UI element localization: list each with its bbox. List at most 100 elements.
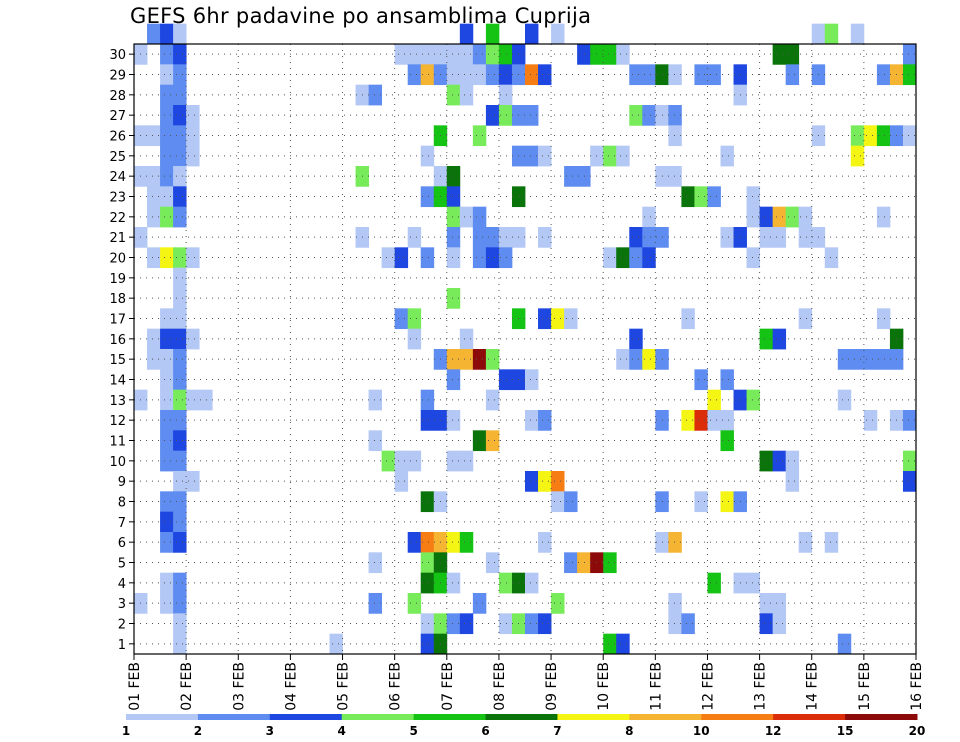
heatmap-cell: [759, 206, 774, 228]
heatmap-cell: [186, 328, 200, 350]
heatmap-cell: [759, 450, 774, 472]
x-tick-label: 09 FEB: [544, 662, 560, 711]
heatmap-cell: [694, 186, 708, 208]
heatmap-cell: [498, 44, 513, 65]
heatmap-cell: [160, 166, 174, 187]
heatmap-cell: [485, 247, 500, 269]
heatmap-cell: [902, 64, 917, 86]
heatmap-cell: [173, 247, 187, 269]
heatmap-cell: [199, 389, 213, 411]
colorbar-label: 4: [338, 724, 346, 738]
heatmap-cell: [472, 206, 487, 228]
heatmap-cell: [173, 23, 187, 45]
y-tick-label: 2: [118, 618, 126, 633]
heatmap-cell: [551, 491, 565, 513]
heatmap-cell: [407, 450, 422, 472]
heatmap-cell: [746, 247, 760, 269]
heatmap-cell: [876, 64, 891, 86]
heatmap-cell: [772, 227, 787, 248]
heatmap-cell: [446, 44, 461, 65]
heatmap-cell: [785, 450, 800, 472]
heatmap-cell: [173, 64, 187, 86]
heatmap-cell: [538, 471, 552, 492]
heatmap-cell: [798, 227, 813, 248]
x-tick-label: 12 FEB: [700, 662, 716, 711]
x-tick-label: 16 FEB: [909, 662, 925, 711]
heatmap-cell: [173, 369, 187, 391]
heatmap-cell: [160, 450, 174, 472]
y-tick-label: 9: [118, 475, 126, 490]
heatmap-cell: [420, 64, 435, 86]
heatmap-cell: [459, 23, 474, 45]
heatmap-cell: [446, 166, 461, 187]
heatmap-cell: [173, 105, 187, 126]
heatmap-cell: [160, 532, 174, 553]
heatmap-cell: [160, 369, 174, 391]
heatmap-cell: [616, 145, 630, 167]
heatmap-cell: [876, 125, 891, 147]
heatmap-cell: [603, 44, 617, 65]
heatmap-cell: [707, 186, 721, 208]
heatmap-cell: [785, 44, 800, 65]
heatmap-cell: [603, 552, 617, 574]
heatmap-cell: [668, 64, 682, 86]
heatmap-cell: [720, 410, 734, 431]
heatmap-cell: [759, 593, 774, 614]
colorbar-segment: [629, 714, 702, 720]
heatmap-cell: [160, 593, 174, 614]
heatmap-cell: [173, 633, 187, 655]
heatmap-cell: [472, 593, 487, 614]
x-axis: 01 FEB 02 FEB 03 FEB 04 FEB 05 FEB 06 FEB 07 F…: [127, 654, 925, 711]
colorbar-label: 10: [693, 724, 710, 738]
heatmap-cell: [902, 450, 917, 472]
heatmap-cell: [538, 64, 552, 86]
heatmap-cell: [642, 227, 656, 248]
heatmap-cell: [525, 572, 539, 594]
heatmap-cell: [668, 613, 682, 635]
heatmap-cell: [837, 389, 852, 411]
heatmap-cell: [446, 247, 461, 269]
heatmap-cell: [329, 633, 343, 655]
y-tick-label: 1: [118, 638, 126, 653]
heatmap-cell: [798, 206, 813, 228]
heatmap-cell: [681, 410, 695, 431]
heatmap-cell: [173, 389, 187, 411]
heatmap-cell: [407, 308, 422, 330]
heatmap-cell: [525, 145, 539, 167]
heatmap-cell: [902, 125, 917, 147]
heatmap-cell: [902, 471, 917, 492]
heatmap-cell: [407, 227, 422, 248]
heatmap-cell: [173, 206, 187, 228]
heatmap-cell: [186, 125, 200, 147]
y-tick-label: 28: [109, 89, 126, 104]
cells-layer: [134, 23, 917, 655]
heatmap-cell: [160, 389, 174, 411]
y-tick-label: 18: [109, 292, 126, 307]
heatmap-cell: [616, 44, 630, 65]
heatmap-cell: [407, 44, 422, 65]
heatmap-cell: [394, 450, 409, 472]
heatmap-cell: [538, 308, 552, 330]
heatmap-cell: [420, 145, 435, 167]
colorbar-label: 12: [765, 724, 782, 738]
y-tick-label: 14: [109, 374, 126, 389]
heatmap-cell: [160, 105, 174, 126]
heatmap-cell: [551, 593, 565, 614]
heatmap-cell: [485, 389, 500, 411]
heatmap-cell: [446, 227, 461, 248]
heatmap-cell: [772, 593, 787, 614]
heatmap-cell: [160, 430, 174, 452]
heatmap-cell: [668, 593, 682, 614]
heatmap-cell: [420, 247, 435, 269]
colorbar-segment: [773, 714, 846, 720]
heatmap-cell: [459, 349, 474, 370]
heatmap-cell: [603, 247, 617, 269]
heatmap-cell: [420, 410, 435, 431]
heatmap-cell: [173, 267, 187, 289]
heatmap-cell: [603, 633, 617, 655]
heatmap-cell: [642, 105, 656, 126]
heatmap-cell: [837, 633, 852, 655]
heatmap-cell: [160, 186, 174, 208]
heatmap-cell: [668, 532, 682, 553]
